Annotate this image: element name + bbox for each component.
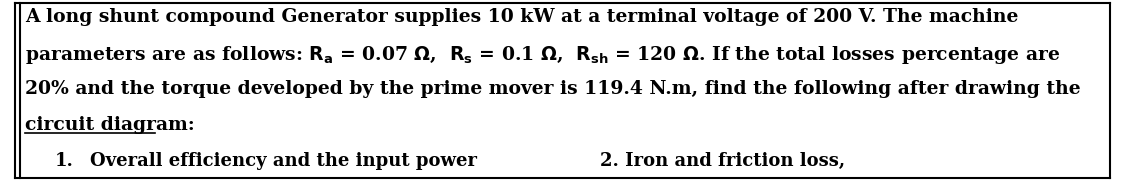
Text: circuit diagram:: circuit diagram:	[25, 116, 195, 134]
Text: 1.: 1.	[55, 152, 73, 170]
Text: A long shunt compound Generator supplies 10 kW at a terminal voltage of 200 V. T: A long shunt compound Generator supplies…	[25, 8, 1019, 26]
Text: 2. Iron and friction loss,: 2. Iron and friction loss,	[600, 152, 845, 170]
Text: Overall efficiency and the input power: Overall efficiency and the input power	[90, 152, 477, 170]
Text: parameters are as follows: $\mathbf{R_a}$ = 0.07 $\mathbf{\Omega}$,  $\mathbf{R_: parameters are as follows: $\mathbf{R_a}…	[25, 44, 1060, 66]
Text: 20% and the torque developed by the prime mover is 119.4 N.m, find the following: 20% and the torque developed by the prim…	[25, 80, 1081, 98]
